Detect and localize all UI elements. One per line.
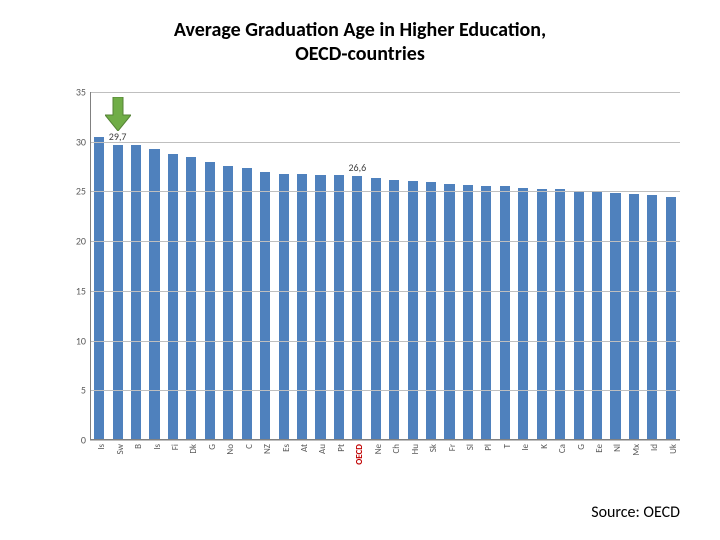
x-tick-label: Sk bbox=[428, 444, 439, 452]
bar bbox=[186, 157, 196, 440]
bar bbox=[555, 189, 565, 440]
bar bbox=[113, 145, 123, 440]
x-tick-label: Fr bbox=[447, 444, 458, 451]
bar bbox=[500, 186, 510, 440]
x-tick-label: C bbox=[244, 444, 255, 449]
bar bbox=[389, 180, 399, 441]
x-tick-label: G bbox=[207, 444, 218, 450]
gridline bbox=[90, 440, 680, 441]
y-tick-label: 25 bbox=[76, 185, 86, 198]
x-tick-label: Fi bbox=[170, 444, 181, 450]
bar bbox=[629, 194, 639, 440]
x-tick-label: G bbox=[576, 444, 587, 450]
x-tick-label: At bbox=[299, 444, 310, 452]
bar bbox=[371, 178, 381, 440]
x-tick-label: Id bbox=[649, 444, 660, 451]
x-tick-label: No bbox=[225, 444, 236, 455]
y-tick-label: 15 bbox=[76, 284, 86, 297]
x-tick-label: Sw bbox=[115, 444, 126, 455]
x-tick-label: Uk bbox=[668, 444, 679, 454]
x-tick-label: Es bbox=[281, 444, 292, 452]
x-tick-label-highlight: OECD bbox=[354, 444, 365, 465]
bar bbox=[481, 186, 491, 440]
gridline bbox=[90, 291, 680, 292]
x-tick-label: Au bbox=[317, 444, 328, 454]
y-tick-label: 10 bbox=[76, 334, 86, 347]
bar bbox=[574, 191, 584, 440]
x-tick-label: Hu bbox=[410, 444, 421, 454]
title-line-1: Average Graduation Age in Higher Educati… bbox=[0, 18, 720, 42]
chart: 05101520253035IsSwBIsFiDkGNoCNZEsAtAuPtO… bbox=[60, 92, 680, 472]
bar bbox=[223, 166, 233, 440]
bar bbox=[260, 172, 270, 440]
x-tick-label: Sl bbox=[465, 444, 476, 450]
bar bbox=[94, 137, 104, 440]
x-tick-label: Ca bbox=[557, 444, 568, 453]
x-tick-label: Dk bbox=[188, 444, 199, 454]
x-tick-label: Is bbox=[96, 444, 107, 450]
bars-layer bbox=[90, 92, 680, 440]
bar bbox=[242, 168, 252, 440]
x-tick-label: Ch bbox=[391, 444, 402, 454]
x-tick-label: Is bbox=[152, 444, 163, 450]
gridline bbox=[90, 241, 680, 242]
data-label: 29,7 bbox=[109, 130, 127, 143]
x-axis bbox=[90, 439, 680, 440]
bar bbox=[315, 175, 325, 440]
x-tick-label: Nl bbox=[612, 444, 623, 452]
bar bbox=[592, 192, 602, 440]
bar bbox=[426, 182, 436, 440]
bar bbox=[352, 176, 362, 440]
bar bbox=[647, 195, 657, 440]
x-tick-label: Ie bbox=[520, 444, 531, 451]
highlight-arrow-icon bbox=[105, 97, 131, 131]
x-tick-label: Pl bbox=[483, 444, 494, 451]
bar bbox=[205, 162, 215, 440]
bar bbox=[131, 145, 141, 440]
gridline bbox=[90, 142, 680, 143]
bar bbox=[408, 181, 418, 441]
x-tick-label: T bbox=[502, 444, 513, 448]
x-tick-label: Ne bbox=[373, 444, 384, 454]
y-axis bbox=[90, 92, 91, 440]
bar bbox=[610, 193, 620, 440]
x-tick-label: Ee bbox=[594, 444, 605, 453]
x-tick-label: Pt bbox=[336, 444, 347, 452]
chart-title: Average Graduation Age in Higher Educati… bbox=[0, 18, 720, 66]
y-tick-label: 5 bbox=[81, 384, 86, 397]
bar bbox=[666, 197, 676, 440]
bar bbox=[297, 174, 307, 440]
y-tick-label: 35 bbox=[76, 86, 86, 99]
gridline bbox=[90, 390, 680, 391]
gridline bbox=[90, 191, 680, 192]
x-tick-label: K bbox=[539, 444, 550, 449]
bar bbox=[463, 185, 473, 440]
bar bbox=[279, 174, 289, 440]
x-tick-label: NZ bbox=[262, 444, 273, 454]
y-tick-label: 20 bbox=[76, 235, 86, 248]
x-tick-label: B bbox=[133, 444, 144, 449]
source-label: Source: OECD bbox=[591, 503, 680, 522]
gridline bbox=[90, 92, 680, 93]
bar bbox=[537, 189, 547, 440]
gridline bbox=[90, 341, 680, 342]
bar bbox=[518, 188, 528, 440]
bar bbox=[444, 184, 454, 440]
data-label: 26,6 bbox=[348, 161, 366, 174]
title-line-2: OECD-countries bbox=[0, 42, 720, 66]
bar bbox=[168, 154, 178, 440]
y-tick-label: 0 bbox=[81, 434, 86, 447]
plot-area: 05101520253035IsSwBIsFiDkGNoCNZEsAtAuPtO… bbox=[90, 92, 680, 440]
bar bbox=[334, 175, 344, 440]
x-tick-label: Mx bbox=[631, 444, 642, 456]
y-tick-label: 30 bbox=[76, 135, 86, 148]
